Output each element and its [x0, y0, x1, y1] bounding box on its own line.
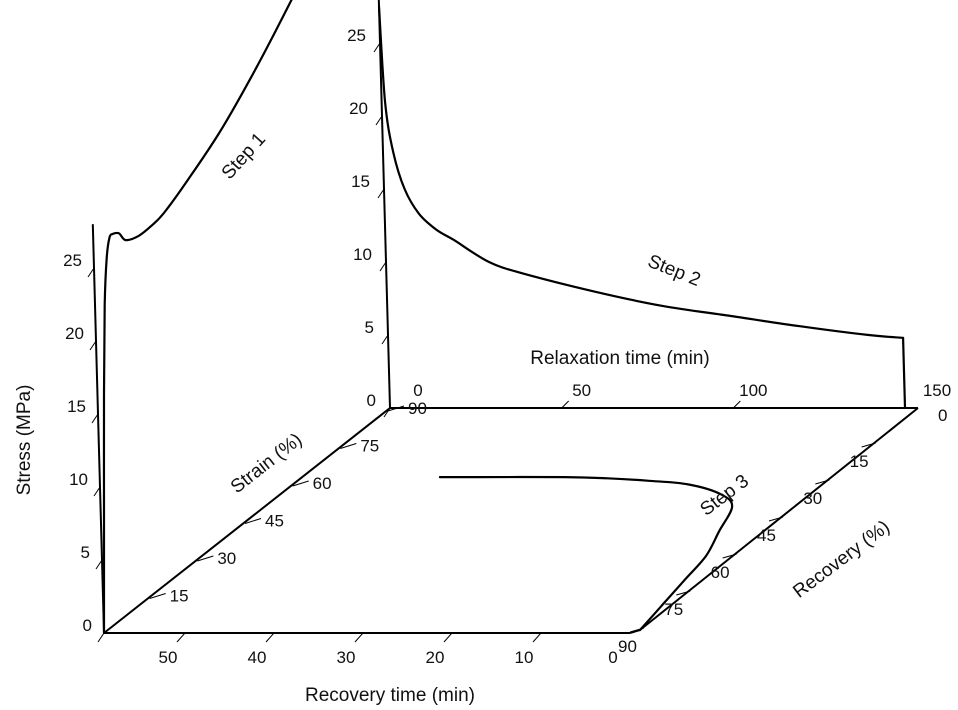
stress-front-tick — [87, 267, 95, 278]
recovery-time-axis-label: Recovery time (min) — [305, 685, 475, 706]
recovery-tick — [676, 590, 691, 596]
stress-back-tick-label: 15 — [351, 172, 370, 191]
step1-curve — [102, 0, 293, 635]
recovery-time-tick-label: 0 — [608, 648, 617, 667]
stress-back-tick — [383, 407, 391, 418]
stress-back-tick — [375, 115, 383, 126]
relaxation-tick-label: 150 — [923, 381, 951, 400]
strain-tick — [244, 518, 262, 524]
recovery-time-tick-label: 40 — [248, 648, 267, 667]
recovery-time-tick-label: 20 — [426, 648, 445, 667]
stress-back-tick — [379, 261, 387, 272]
step2-label: Step 2 — [645, 251, 704, 291]
strain-tick — [197, 555, 214, 562]
relaxation-tick-label: 100 — [739, 381, 767, 400]
recovery-percent-axis — [639, 407, 919, 631]
stress-back-tick — [373, 42, 381, 53]
step2-curve — [377, 5, 905, 339]
stress-back-tick-label: 20 — [349, 99, 368, 118]
recovery-tick-label: 90 — [618, 637, 637, 656]
stress-front-tick-label: 5 — [81, 543, 90, 562]
recovery-time-tick — [354, 632, 364, 643]
recovery-tick — [768, 516, 784, 522]
recovery-tick — [815, 479, 830, 485]
strain-tick-label: 90 — [408, 399, 427, 418]
recovery-time-tick — [176, 632, 186, 643]
strain-tick — [387, 405, 405, 412]
strain-tick-label: 30 — [217, 549, 236, 568]
relaxation-tick — [732, 400, 741, 409]
stress-axis-back — [377, 0, 391, 409]
stress-front-tick-label: 20 — [65, 324, 84, 343]
step2-curve-end-drop — [901, 336, 907, 410]
stress-front-tick — [91, 413, 99, 424]
stress-back-tick-label: 0 — [367, 391, 376, 410]
stress-axis-front — [91, 224, 105, 634]
recovery-time-tick — [532, 632, 542, 643]
stress-back-tick-label: 5 — [365, 318, 374, 337]
stress-front-tick-label: 10 — [69, 470, 88, 489]
stress-front-tick — [93, 486, 101, 497]
stress-back-tick-label: 25 — [347, 26, 366, 45]
step1-label: Step 1 — [218, 129, 270, 184]
strain-axis-label: Strain (%) — [227, 429, 306, 498]
stress-back-tick — [381, 334, 389, 345]
recovery-time-tick-label: 10 — [515, 648, 534, 667]
step3-curve — [438, 475, 734, 632]
recovery-tick-label: 0 — [938, 406, 947, 425]
stress-back-tick — [377, 188, 385, 199]
stress-front-tick — [89, 340, 97, 351]
recovery-tick-label: 45 — [757, 526, 776, 545]
stress-front-tick — [97, 632, 105, 643]
relaxation-tick — [561, 400, 570, 409]
recovery-time-tick-label: 50 — [159, 648, 178, 667]
stress-front-tick-label: 15 — [67, 397, 86, 416]
stress-front-tick-label: 0 — [83, 616, 92, 635]
stress-front-tick-label: 25 — [63, 251, 82, 270]
strain-tick-label: 75 — [360, 437, 379, 456]
recovery-time-tick — [443, 632, 453, 643]
relaxation-time-axis-label: Relaxation time (min) — [530, 348, 710, 369]
recovery-tick-label: 30 — [803, 489, 822, 508]
strain-tick-label: 15 — [170, 587, 189, 606]
strain-tick — [292, 480, 309, 487]
recovery-tick — [722, 553, 737, 559]
relaxation-tick-label: 50 — [572, 381, 591, 400]
strain-tick — [340, 443, 357, 449]
recovery-time-tick-label: 30 — [337, 648, 356, 667]
recovery-corner-edge — [629, 629, 641, 634]
recovery-tick-label: 60 — [711, 563, 730, 582]
recovery-time-tick — [265, 632, 275, 643]
stress-axis-label: Stress (MPa) — [14, 385, 35, 496]
strain-tick — [149, 593, 166, 599]
relaxation-tick-label: 0 — [413, 381, 422, 400]
stress-back-tick-label: 10 — [353, 245, 372, 264]
step3-label: Step 3 — [696, 471, 753, 521]
recovery-tick-label: 75 — [664, 600, 683, 619]
strain-axis — [103, 407, 391, 634]
recovery-tick — [861, 442, 876, 448]
stress-front-tick — [95, 559, 103, 570]
strain-tick-label: 60 — [313, 474, 332, 493]
recovery-tick-label: 15 — [850, 452, 869, 471]
recovery-axis-label: Recovery (%) — [789, 517, 894, 603]
strain-tick-label: 45 — [265, 512, 284, 531]
